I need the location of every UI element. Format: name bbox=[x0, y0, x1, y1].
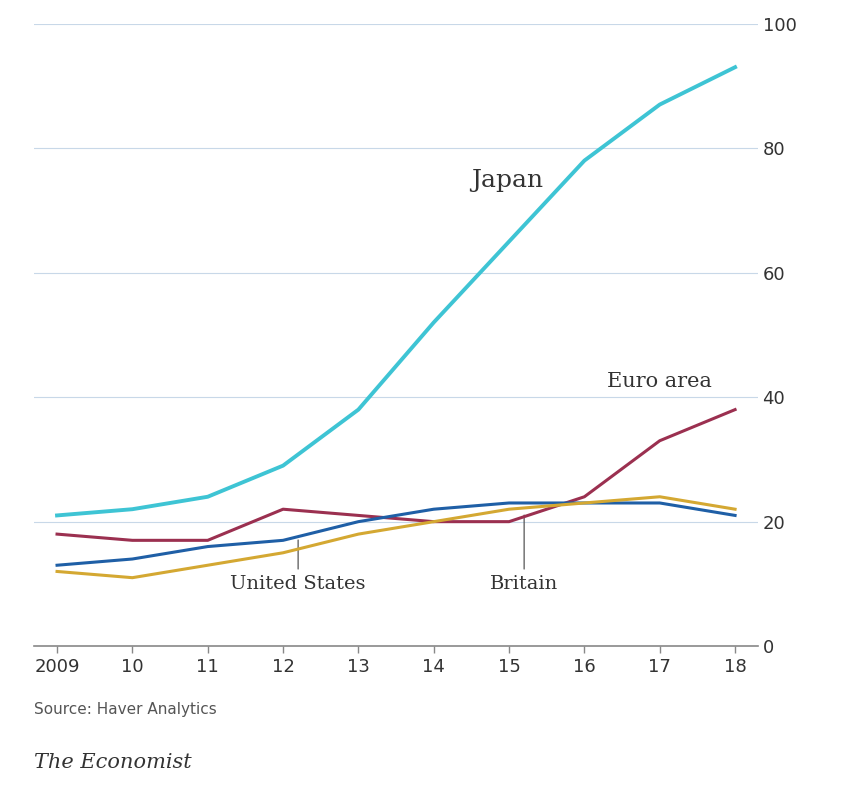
Text: United States: United States bbox=[231, 540, 366, 593]
Text: Britain: Britain bbox=[490, 515, 558, 593]
Text: The Economist: The Economist bbox=[34, 753, 192, 772]
Text: Euro area: Euro area bbox=[607, 372, 712, 391]
Text: Source: Haver Analytics: Source: Haver Analytics bbox=[34, 702, 217, 717]
Text: Japan: Japan bbox=[471, 169, 543, 191]
